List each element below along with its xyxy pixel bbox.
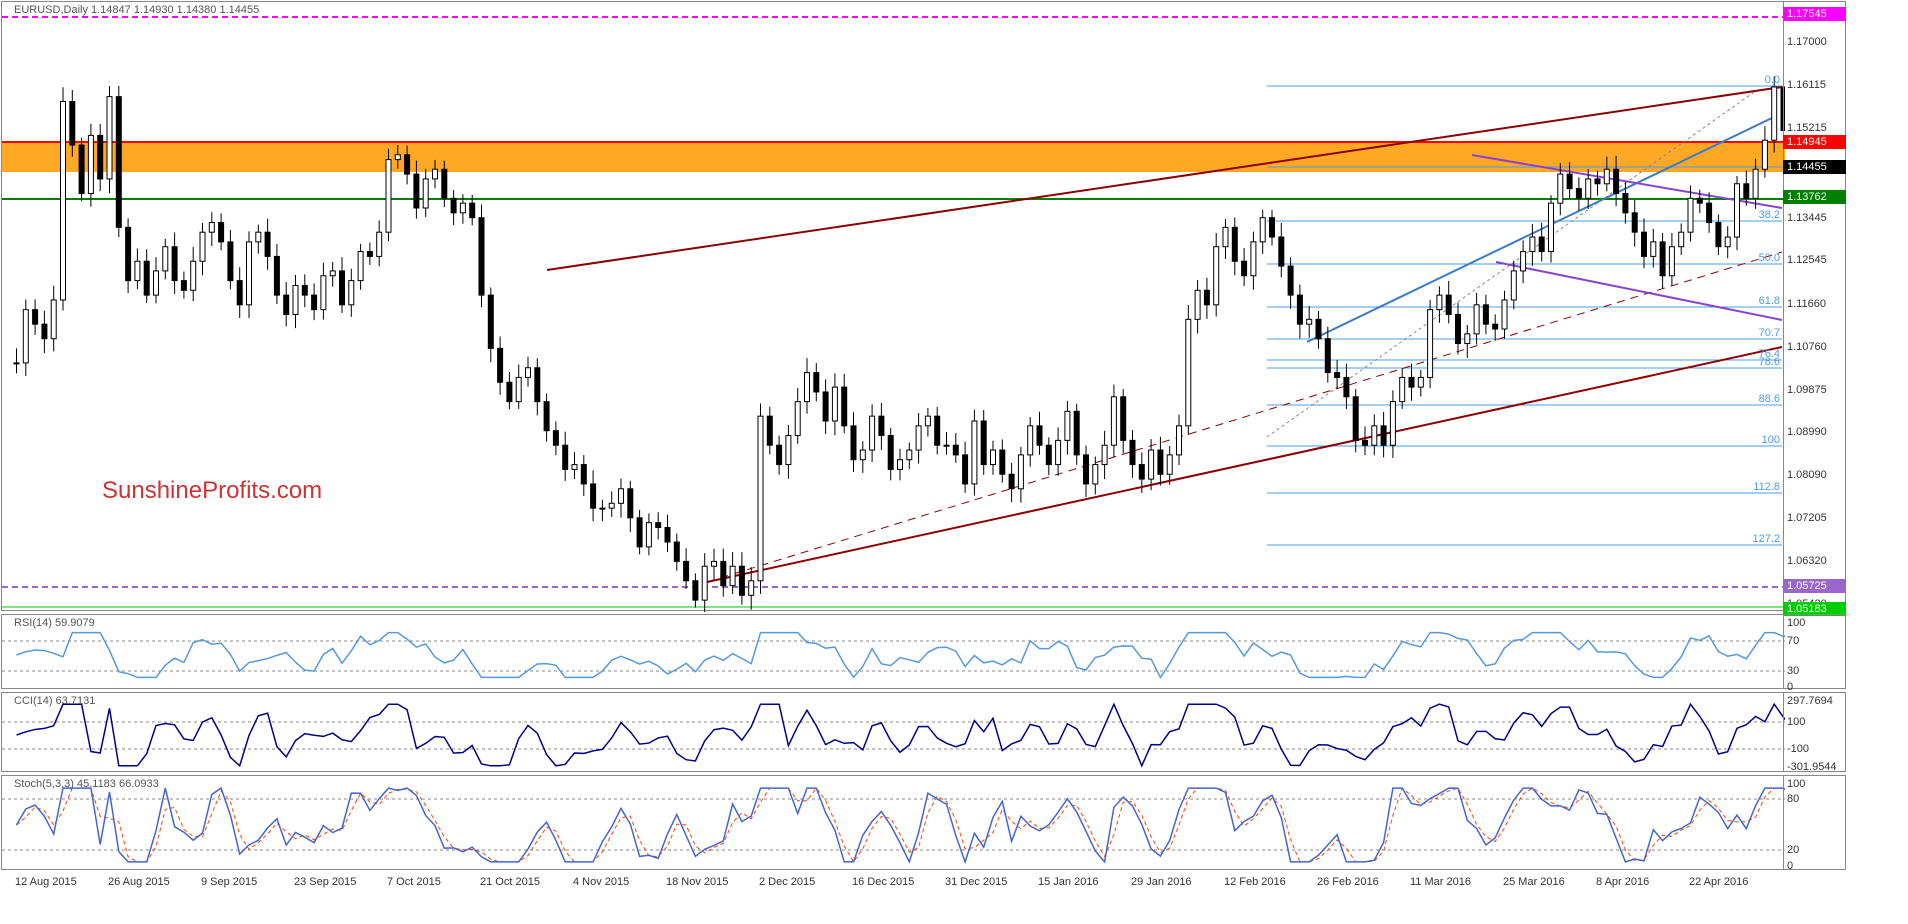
time-axis: 12 Aug 201526 Aug 20159 Sep 201523 Sep 2… <box>1 872 1846 924</box>
price-axis: 1.170001.161151.152151.134451.125451.116… <box>1783 2 1845 610</box>
rsi-title: RSI(14) 59.9079 <box>14 617 95 629</box>
chart-title: EURUSD,Daily 1.14847 1.14930 1.14380 1.1… <box>14 4 259 16</box>
cci-panel: CCI(14) 63.7131 297.7694100-100-301.9544 <box>1 692 1846 772</box>
stoch-title: Stoch(5,3,3) 45.1183 66.0933 <box>14 778 159 790</box>
cci-svg <box>2 693 1785 773</box>
main-chart-svg <box>2 2 1785 612</box>
stoch-axis: 10080200 <box>1783 776 1845 869</box>
watermark: SunshineProfits.com <box>102 477 322 505</box>
cci-title: CCI(14) 63.7131 <box>14 695 95 707</box>
stoch-svg <box>2 776 1785 871</box>
rsi-panel: RSI(14) 59.9079 10070300 <box>1 614 1846 689</box>
rsi-svg <box>2 615 1785 690</box>
stoch-panel: Stoch(5,3,3) 45.1183 66.0933 10080200 <box>1 775 1846 870</box>
cci-axis: 297.7694100-100-301.9544 <box>1783 693 1845 771</box>
main-price-chart: EURUSD,Daily 1.14847 1.14930 1.14380 1.1… <box>1 1 1846 611</box>
rsi-axis: 10070300 <box>1783 615 1845 688</box>
